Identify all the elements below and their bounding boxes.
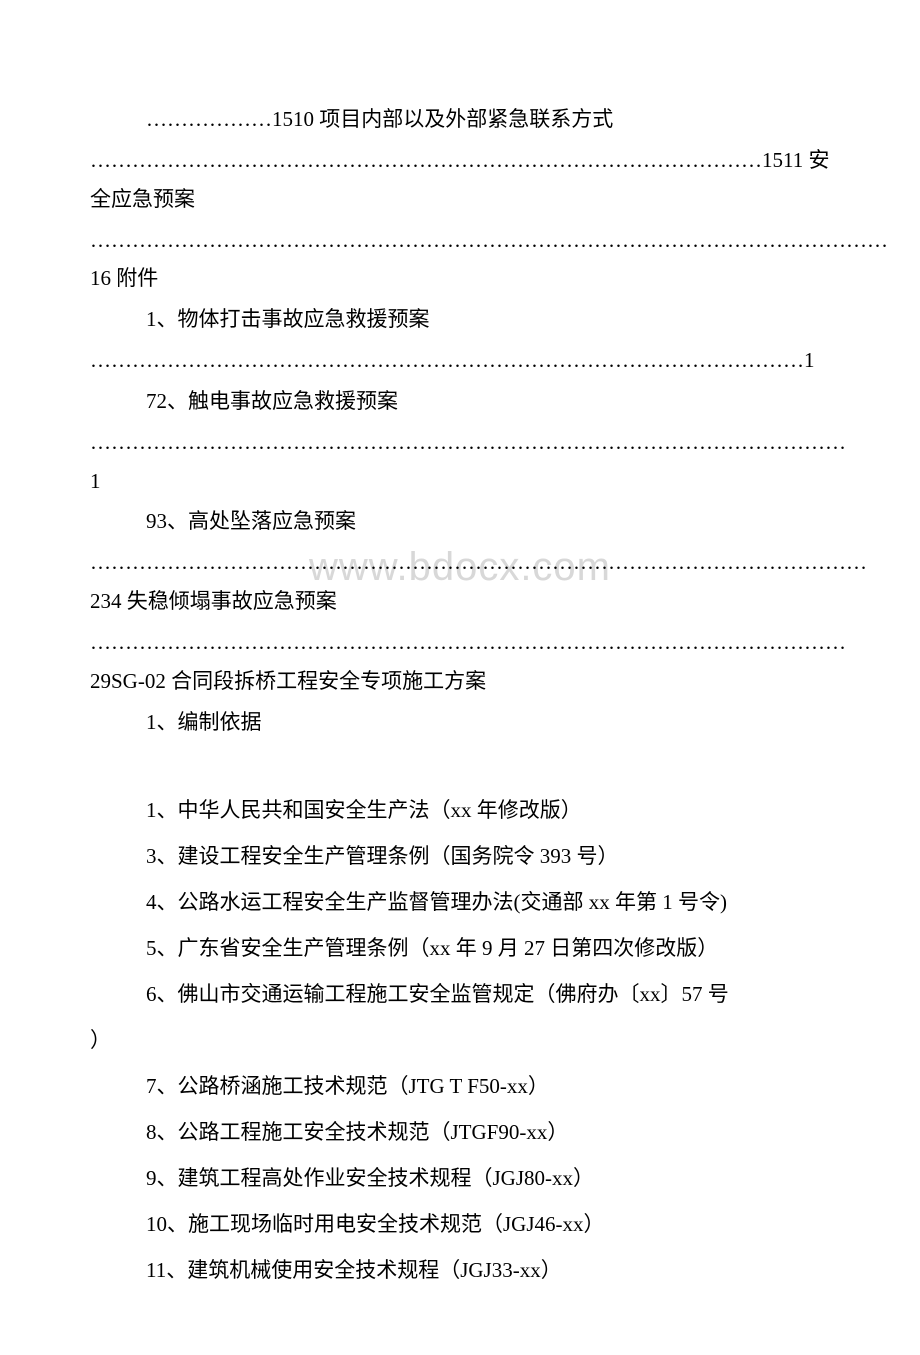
document-content: ………………1510 项目内部以及外部紧急联系方式 ……………………………………… (90, 100, 830, 1293)
toc-item-1-title: 1、物体打击事故应急救援预案 (90, 300, 830, 339)
toc-line-2: ……………………………………………………………………………………1511 安全应… (90, 141, 830, 219)
reference-item-3: 4、公路水运工程安全生产监督管理办法(交通部 xx 年第 1 号令) (90, 880, 830, 924)
reference-item-7: 8、公路工程施工安全技术规范（JTGF90-xx） (90, 1110, 830, 1154)
toc-item-1-dots: …………………………………………………………………………………………1 (90, 341, 830, 380)
reference-item-5-wrap: ） (90, 1018, 830, 1062)
toc-last-line: ………………………………………………………………………………………………29SG… (90, 623, 830, 701)
reference-item-1: 1、中华人民共和国安全生产法（xx 年修改版） (90, 788, 830, 832)
reference-item-6: 7、公路桥涵施工技术规范（JTG T F50-xx） (90, 1064, 830, 1108)
toc-item-2-dots: ………………………………………………………………………………………………1 (90, 423, 830, 501)
toc-item-3-dots: …………………………………………………………………………………………………234… (90, 543, 830, 621)
spacer (90, 760, 830, 788)
reference-item-4: 5、广东省安全生产管理条例（xx 年 9 月 27 日第四次修改版） (90, 926, 830, 970)
reference-item-5: 6、佛山市交通运输工程施工安全监管规定（佛府办〔xx〕57 号 (90, 972, 830, 1016)
toc-item-3-title: 93、高处坠落应急预案 (90, 502, 830, 541)
section-title: 1、编制依据 (90, 703, 830, 742)
reference-item-10: 11、建筑机械使用安全技术规程（JGJ33-xx） (90, 1248, 830, 1292)
reference-item-2: 3、建设工程安全生产管理条例（国务院令 393 号） (90, 834, 830, 878)
toc-item-2-title: 72、触电事故应急救援预案 (90, 382, 830, 421)
reference-item-8: 9、建筑工程高处作业安全技术规程（JGJ80-xx） (90, 1156, 830, 1200)
reference-item-9: 10、施工现场临时用电安全技术规范（JGJ46-xx） (90, 1202, 830, 1246)
toc-line-1: ………………1510 项目内部以及外部紧急联系方式 (90, 100, 830, 139)
toc-line-3: ……………………………………………………………………………………………………16… (90, 221, 830, 299)
